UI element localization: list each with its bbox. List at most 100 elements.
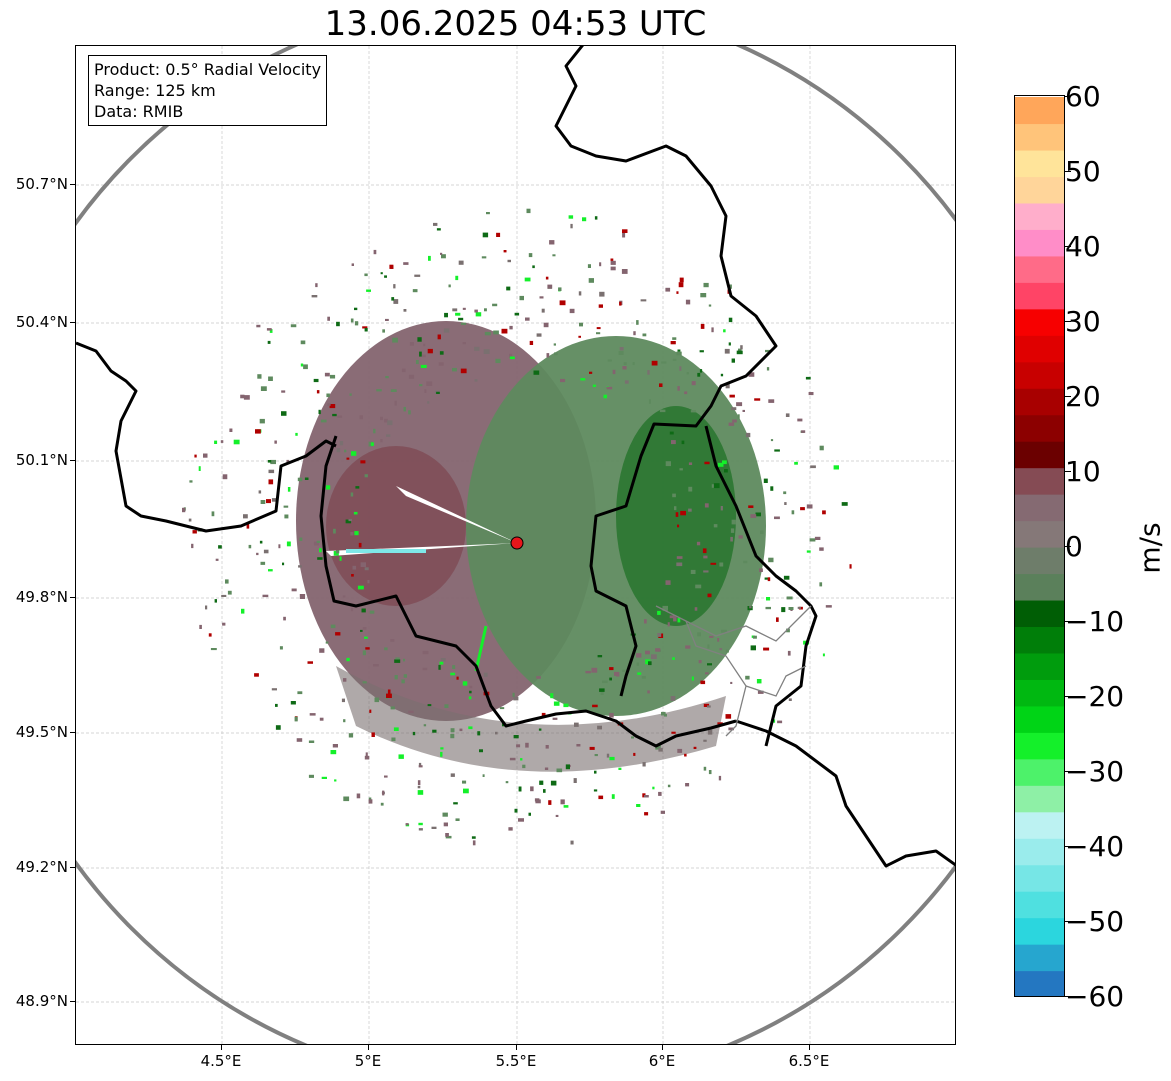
echo-pixel bbox=[736, 350, 743, 355]
echo-pixel bbox=[394, 659, 401, 663]
echo-pixel bbox=[509, 325, 513, 330]
echo-pixel bbox=[450, 773, 455, 777]
echo-pixel bbox=[556, 768, 563, 773]
echo-pixel bbox=[788, 698, 792, 701]
echo-pixel bbox=[313, 378, 319, 383]
echo-pixel bbox=[731, 358, 735, 363]
echo-pixel bbox=[599, 291, 605, 297]
echo-pixel bbox=[368, 797, 372, 801]
echo-pixel bbox=[767, 577, 771, 582]
echo-pixel bbox=[697, 632, 701, 637]
echo-pixel bbox=[661, 711, 666, 716]
lat-tick bbox=[70, 322, 75, 323]
colorbar-tick-minus40: −40 bbox=[1065, 830, 1125, 863]
echo-pixel bbox=[760, 530, 764, 535]
echo-pixel bbox=[215, 558, 219, 561]
echo-pixel bbox=[622, 366, 627, 370]
echo-pixel bbox=[443, 328, 450, 333]
echo-pixel bbox=[384, 418, 388, 423]
echo-pixel bbox=[606, 753, 610, 758]
echo-pixel bbox=[391, 297, 395, 301]
echo-pixel bbox=[548, 800, 552, 805]
echo-pixel bbox=[533, 370, 540, 375]
echo-pixel bbox=[665, 580, 671, 585]
echo-pixel bbox=[579, 322, 583, 327]
echo-pixel bbox=[469, 690, 472, 694]
echo-pixel bbox=[822, 510, 826, 515]
radar-map[interactable] bbox=[75, 45, 956, 1045]
lat-tick bbox=[70, 597, 75, 598]
echo-pixel bbox=[453, 802, 458, 805]
echo-pixel bbox=[569, 308, 575, 314]
echo-pixel bbox=[424, 389, 427, 393]
echo-pixel bbox=[632, 362, 635, 366]
echo-pixel bbox=[257, 374, 262, 379]
echo-pixel bbox=[495, 731, 498, 735]
echo-pixel bbox=[418, 822, 423, 826]
echo-pixel bbox=[364, 567, 369, 571]
echo-pixel bbox=[274, 440, 277, 444]
echo-pixel bbox=[243, 514, 248, 519]
echo-pixel bbox=[518, 818, 524, 822]
echo-pixel bbox=[275, 703, 278, 707]
echo-pixel bbox=[214, 440, 218, 444]
echo-pixel bbox=[519, 295, 524, 301]
echo-pixel bbox=[671, 440, 676, 445]
echo-pixel bbox=[725, 649, 729, 653]
echo-pixel bbox=[578, 291, 582, 296]
echo-pixel bbox=[436, 391, 440, 394]
echo-pixel bbox=[693, 746, 697, 749]
echo-pixel bbox=[576, 744, 581, 747]
echo-pixel bbox=[390, 389, 397, 392]
echo-pixel bbox=[262, 594, 269, 598]
echo-pixel bbox=[738, 535, 743, 539]
echo-pixel bbox=[607, 359, 612, 362]
echo-pixel bbox=[325, 485, 331, 490]
echo-pixel bbox=[335, 632, 341, 636]
echo-pixel bbox=[550, 780, 557, 786]
echo-pixel bbox=[570, 840, 574, 845]
echo-pixel bbox=[364, 755, 370, 760]
echo-pixel bbox=[311, 295, 318, 298]
echo-pixel bbox=[539, 296, 544, 299]
echo-pixel bbox=[786, 596, 793, 600]
echo-pixel bbox=[380, 416, 383, 421]
echo-pixel bbox=[459, 728, 463, 732]
echo-pixel bbox=[698, 660, 702, 664]
echo-pixel bbox=[554, 352, 558, 356]
echo-pixel bbox=[677, 524, 680, 528]
lat-label-50.1: 50.1°N bbox=[15, 451, 68, 469]
lon-tick bbox=[368, 1045, 369, 1050]
echo-pixel bbox=[662, 605, 668, 611]
echo-pixel bbox=[783, 575, 790, 580]
echo-pixel bbox=[670, 696, 676, 701]
echo-pixel bbox=[704, 461, 710, 465]
echo-pixel bbox=[610, 260, 616, 265]
echo-pixel bbox=[452, 665, 456, 669]
echo-pixel bbox=[636, 653, 642, 658]
echo-pixel bbox=[825, 605, 832, 608]
echo-pixel bbox=[199, 624, 202, 629]
echo-pixel bbox=[594, 216, 598, 220]
colorbar-band bbox=[1015, 917, 1064, 945]
echo-pixel bbox=[225, 579, 229, 584]
echo-pixel bbox=[444, 312, 448, 318]
echo-pixel bbox=[588, 278, 594, 283]
echo-pixel bbox=[797, 418, 803, 422]
echo-pixel bbox=[773, 719, 776, 723]
colorbar-band bbox=[1015, 229, 1064, 257]
echo-pixel bbox=[335, 550, 340, 554]
echo-pixel bbox=[596, 332, 601, 335]
echo-pixel bbox=[547, 284, 553, 289]
echo-pixel bbox=[770, 486, 774, 491]
echo-pixel bbox=[386, 434, 391, 437]
echo-pixel bbox=[401, 368, 406, 373]
echo-pixel bbox=[677, 386, 680, 391]
echo-pixel bbox=[596, 327, 601, 330]
map-title: 13.06.2025 04:53 UTC bbox=[324, 4, 707, 44]
echo-pixel bbox=[393, 727, 399, 731]
echo-pixel bbox=[222, 474, 228, 480]
echo-pixel bbox=[426, 381, 433, 386]
echo-pixel bbox=[794, 461, 798, 465]
lon-label-6.5: 6.5°E bbox=[788, 1052, 830, 1070]
